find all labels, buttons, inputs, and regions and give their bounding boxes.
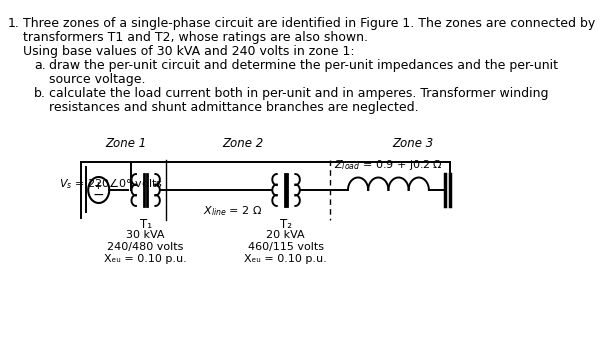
Text: Using base values of 30 kVA and 240 volts in zone 1:: Using base values of 30 kVA and 240 volt… [23, 45, 354, 58]
Text: $V_s$ = 220$\angle$0° volts: $V_s$ = 220$\angle$0° volts [59, 176, 163, 191]
Text: a.: a. [34, 59, 46, 72]
Text: −: − [93, 188, 105, 202]
Text: Three zones of a single-phase circuit are identified in Figure 1. The zones are : Three zones of a single-phase circuit ar… [23, 17, 595, 30]
Text: Zone 1: Zone 1 [105, 137, 146, 150]
Text: resistances and shunt admittance branches are neglected.: resistances and shunt admittance branche… [49, 101, 418, 114]
Text: 460/115 volts: 460/115 volts [248, 242, 323, 252]
Text: source voltage.: source voltage. [49, 73, 145, 86]
Text: calculate the load current both in per-unit and in amperes. Transformer winding: calculate the load current both in per-u… [49, 87, 548, 100]
Text: 1.: 1. [8, 17, 20, 30]
Text: +: + [95, 181, 103, 191]
Text: 240/480 volts: 240/480 volts [108, 242, 184, 252]
Text: Xₑᵤ = 0.10 p.u.: Xₑᵤ = 0.10 p.u. [244, 254, 327, 264]
Text: 20 kVA: 20 kVA [266, 230, 305, 240]
Text: 30 kVA: 30 kVA [127, 230, 165, 240]
Text: $X_{line}$ = 2 Ω: $X_{line}$ = 2 Ω [202, 204, 262, 218]
Text: T₂: T₂ [280, 218, 292, 231]
Text: T₁: T₁ [140, 218, 152, 231]
Text: Zone 3: Zone 3 [392, 137, 434, 150]
Text: Xₑᵤ = 0.10 p.u.: Xₑᵤ = 0.10 p.u. [105, 254, 187, 264]
Text: transformers T1 and T2, whose ratings are also shown.: transformers T1 and T2, whose ratings ar… [23, 31, 368, 44]
Text: b.: b. [34, 87, 46, 100]
Text: $Z_{load}$ = 0.9 + j0.2 Ω: $Z_{load}$ = 0.9 + j0.2 Ω [334, 158, 443, 172]
Text: Zone 2: Zone 2 [222, 137, 263, 150]
Text: draw the per-unit circuit and determine the per-unit impedances and the per-unit: draw the per-unit circuit and determine … [49, 59, 558, 72]
